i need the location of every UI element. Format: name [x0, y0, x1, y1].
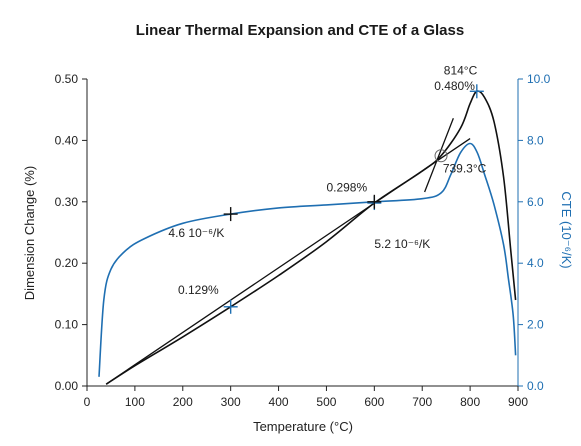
right-tick-label: 0.0 [527, 379, 544, 393]
right-tick-label: 6.0 [527, 195, 544, 209]
cross-marker [223, 207, 238, 222]
x-tick-label: 400 [269, 395, 289, 409]
x-axis-label: Temperature (°C) [253, 419, 353, 434]
annotation-label: 0.129% [178, 283, 219, 297]
expansion-series-line [105, 90, 517, 385]
right-tick-label: 2.0 [527, 318, 544, 332]
right-tick-label: 10.0 [527, 72, 551, 86]
tick-labels-group: 0.00 0.10 0.20 0.30 0.40 0.50 0.0 2.0 4.0 6.0 8.0 1… [55, 72, 551, 409]
x-tick-label: 0 [84, 395, 91, 409]
cross-marker [223, 299, 238, 314]
tangent-line [424, 118, 454, 193]
onset-circle-marker [434, 149, 448, 163]
left-tick-label: 0.40 [55, 133, 79, 147]
x-tick-label: 600 [364, 395, 384, 409]
left-tick-label: 0.30 [55, 195, 79, 209]
tangent-line [105, 138, 471, 385]
cross-marker [469, 84, 484, 99]
y-axis-label: Dimension Change (%) [22, 166, 37, 300]
annotation-label: 5.2 10⁻⁶/K [374, 237, 430, 251]
annotation-label: 739.3°C [443, 161, 487, 175]
left-tick-label: 0.20 [55, 256, 79, 270]
right-tick-label: 4.0 [527, 256, 544, 270]
x-tick-label: 900 [508, 395, 528, 409]
plot-area [98, 84, 517, 385]
x-tick-label: 800 [460, 395, 480, 409]
annotation-label: 4.6 10⁻⁶/K [168, 226, 224, 240]
annotation-label: 814°C [444, 64, 478, 78]
cross-marker [367, 194, 382, 209]
x-tick-label: 300 [221, 395, 241, 409]
annotation-label: 0.298% [326, 180, 367, 194]
axes-group [82, 78, 523, 391]
x-tick-label: 100 [125, 395, 145, 409]
left-tick-label: 0.10 [55, 318, 79, 332]
y2-axis-label: CTE (10⁻⁶/K) [559, 191, 574, 268]
chart-title: Linear Thermal Expansion and CTE of a Gl… [136, 22, 464, 39]
x-tick-label: 700 [412, 395, 432, 409]
cte-series-line [98, 142, 517, 377]
annotations-group: 0.129% 0.298% 4.6 10⁻⁶/K 5.2 10⁻⁶/K 814°C0.4… [168, 64, 486, 297]
x-tick-label: 200 [173, 395, 193, 409]
x-tick-label: 500 [316, 395, 336, 409]
annotation-label: 0.480% [434, 79, 475, 93]
right-tick-label: 8.0 [527, 133, 544, 147]
left-tick-label: 0.00 [55, 379, 79, 393]
left-tick-label: 0.50 [55, 72, 79, 86]
